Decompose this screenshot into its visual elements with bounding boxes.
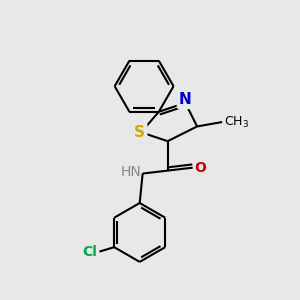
- Text: HN: HN: [120, 165, 141, 179]
- Text: O: O: [194, 161, 206, 175]
- Text: CH$_3$: CH$_3$: [224, 115, 249, 130]
- Text: N: N: [179, 92, 192, 107]
- Text: S: S: [134, 125, 145, 140]
- Text: Cl: Cl: [82, 244, 97, 259]
